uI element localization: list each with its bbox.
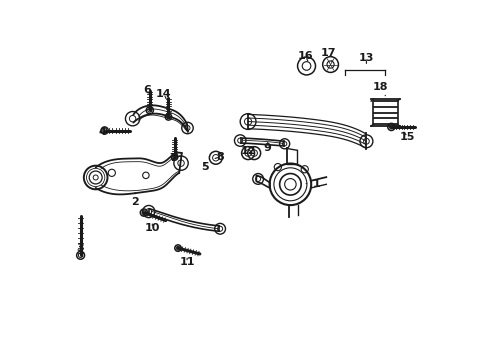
Text: 10: 10 — [144, 224, 160, 233]
Text: 5: 5 — [201, 162, 208, 172]
Text: 12: 12 — [240, 146, 255, 156]
Text: 17: 17 — [320, 48, 336, 62]
Text: 8: 8 — [215, 152, 224, 162]
Text: 4: 4 — [98, 127, 110, 136]
Text: 9: 9 — [264, 142, 271, 153]
Text: 13: 13 — [358, 53, 373, 63]
Text: 16: 16 — [297, 51, 313, 61]
Text: 3: 3 — [76, 243, 84, 253]
Text: 2: 2 — [131, 193, 139, 207]
Text: 6: 6 — [142, 85, 151, 95]
Text: 18: 18 — [372, 82, 388, 96]
Text: 7: 7 — [168, 153, 176, 163]
Text: 15: 15 — [399, 132, 414, 142]
Text: 14: 14 — [156, 89, 171, 99]
Text: 11: 11 — [179, 257, 195, 267]
Text: 1: 1 — [305, 179, 320, 189]
